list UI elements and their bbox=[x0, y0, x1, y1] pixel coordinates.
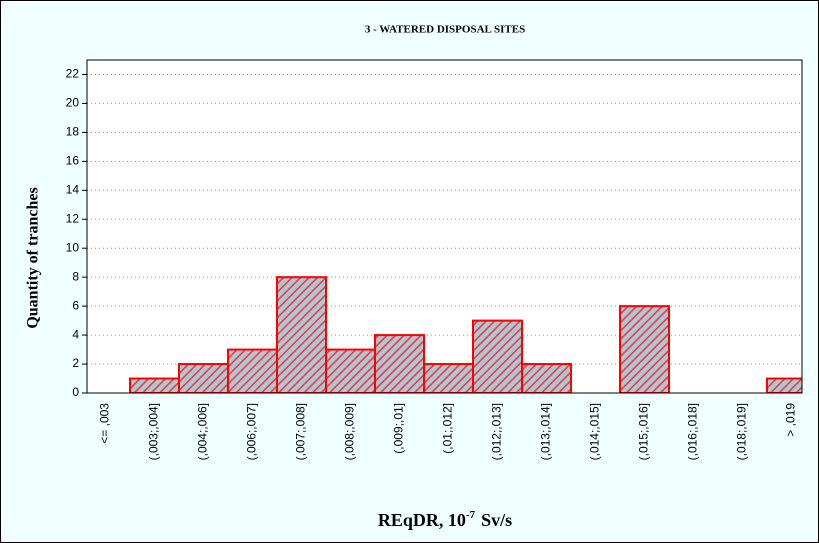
bar bbox=[423, 363, 474, 393]
labels: 0 2 4 6 8 10 12 14 16 18 20 22 <= ,003 (,003;,004] (,0… bbox=[66, 67, 798, 461]
y-tick-label: 16 bbox=[66, 154, 80, 168]
x-tick-label: (,012;,013] bbox=[490, 403, 504, 460]
bar bbox=[521, 363, 572, 393]
y-tick-label: 8 bbox=[72, 269, 79, 283]
x-tick-label: (,016;,018] bbox=[686, 403, 700, 460]
y-tick-label: 18 bbox=[66, 125, 80, 139]
y-tick-label: 10 bbox=[66, 240, 80, 254]
bar bbox=[472, 319, 523, 393]
bar bbox=[178, 363, 229, 393]
bar bbox=[276, 276, 327, 393]
x-axis-label-exponent: -7 bbox=[466, 509, 476, 521]
x-tick-label: <= ,003 bbox=[98, 403, 112, 444]
bar bbox=[227, 348, 278, 393]
x-axis-label-text: REqDR, 10 bbox=[378, 510, 466, 530]
y-tick-label: 22 bbox=[66, 67, 80, 81]
x-axis-label: REqDR, 10-7 Sv/s bbox=[378, 509, 512, 531]
y-tick-label: 12 bbox=[66, 211, 80, 225]
bar bbox=[619, 305, 670, 393]
bars bbox=[129, 276, 802, 393]
y-tick-label: 20 bbox=[66, 96, 80, 110]
bar bbox=[129, 377, 180, 393]
bar bbox=[325, 348, 376, 393]
x-tick-label: > ,019 bbox=[784, 403, 798, 437]
y-tick-label: 6 bbox=[72, 298, 79, 312]
x-axis-label-unit: Sv/s bbox=[481, 510, 512, 530]
x-tick-label: (,013;,014] bbox=[539, 403, 553, 460]
x-tick-label: (,003;,004] bbox=[147, 403, 161, 460]
x-tick-label: (,01;,012] bbox=[441, 403, 455, 454]
y-tick-label: 14 bbox=[66, 182, 80, 196]
plot-area bbox=[87, 60, 802, 393]
y-tick-label: 0 bbox=[72, 385, 79, 399]
plot-frame bbox=[86, 59, 803, 394]
y-tick-label: 4 bbox=[72, 327, 79, 341]
bar bbox=[374, 334, 425, 393]
x-tick-label: (,018;,019] bbox=[735, 403, 749, 460]
x-tick-label: (,008;,009] bbox=[343, 403, 357, 460]
x-tick-label: (,004;,006] bbox=[196, 403, 210, 460]
y-axis-label: Quantity of tranches bbox=[25, 187, 42, 328]
x-tick-label: (,007;,008] bbox=[294, 403, 308, 460]
chart-title: 3 - WATERED DISPOSAL SITES bbox=[365, 24, 525, 36]
x-tick-label: (,014;,015] bbox=[588, 403, 602, 460]
y-tick-label: 2 bbox=[72, 356, 79, 370]
x-tick-label: (,009;,01] bbox=[392, 403, 406, 454]
x-tick-label: (,006;,007] bbox=[245, 403, 259, 460]
x-tick-label: (,015;,016] bbox=[637, 403, 651, 460]
